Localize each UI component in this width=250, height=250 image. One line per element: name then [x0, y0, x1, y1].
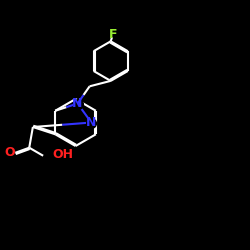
Text: O: O	[4, 146, 15, 159]
Text: N: N	[72, 97, 83, 110]
Text: F: F	[109, 28, 118, 41]
Text: OH: OH	[52, 148, 74, 161]
Text: N: N	[86, 116, 97, 129]
